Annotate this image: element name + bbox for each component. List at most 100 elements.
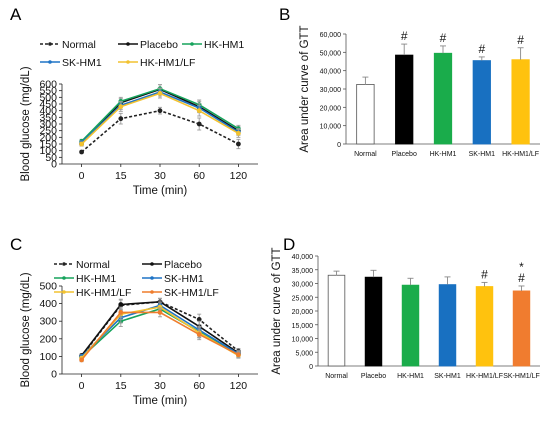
legend-marker bbox=[126, 60, 130, 64]
data-point bbox=[236, 130, 241, 136]
y-axis-title: Blood glucose (mg/dL) bbox=[20, 272, 32, 387]
x-tick-label: HK-HM1 bbox=[397, 373, 424, 380]
x-tick-label: 60 bbox=[193, 380, 205, 392]
x-tick-label: Placebo bbox=[392, 151, 417, 158]
legend-item: HK-HM1/LF bbox=[118, 57, 195, 69]
legend-label: HK-HM1/LF bbox=[76, 287, 131, 299]
panel-label-b: B bbox=[279, 5, 290, 24]
bar bbox=[395, 54, 414, 145]
y-tick-label: 500 bbox=[39, 281, 57, 293]
y-tick-label: 50 bbox=[45, 152, 57, 164]
significance-mark: # bbox=[517, 33, 524, 47]
panel-c-line-chart: 0 100 200 300 400 500 0 15 30 60 120 Time (min) Bloo… bbox=[20, 259, 258, 407]
legend-item: Placebo bbox=[118, 39, 178, 51]
series-normal bbox=[79, 106, 241, 155]
data-point bbox=[196, 121, 202, 127]
x-tick-label: SK-HM1 bbox=[469, 151, 496, 158]
bar-normal: Normal bbox=[325, 270, 348, 380]
data-point bbox=[196, 332, 202, 337]
y-tick-label: 0 bbox=[337, 142, 341, 149]
legend-item: HK-HM1/LF bbox=[54, 287, 131, 299]
bar-hk-hm1-lf: # HK-HM1/LF bbox=[466, 267, 503, 380]
x-tick-label: 15 bbox=[115, 380, 127, 392]
legend-item: Normal bbox=[54, 259, 110, 271]
legend-marker bbox=[190, 42, 194, 46]
y-tick-label: 50,000 bbox=[320, 50, 342, 57]
legend-marker bbox=[48, 42, 52, 46]
panel-label-a: A bbox=[10, 5, 22, 24]
x-tick-label: Normal bbox=[354, 151, 377, 158]
x-tick-label: 15 bbox=[115, 170, 127, 182]
y-tick-label: 30,000 bbox=[320, 87, 342, 94]
data-point bbox=[236, 141, 241, 147]
data-point bbox=[157, 310, 163, 315]
data-point bbox=[118, 302, 124, 307]
bar bbox=[356, 84, 375, 145]
x-tick-label: HK-HM1 bbox=[430, 151, 457, 158]
series-sk-hm1-lf bbox=[79, 306, 241, 363]
data-point bbox=[79, 149, 84, 155]
y-axis-title: Area under curve of GTT bbox=[299, 25, 311, 152]
legend-item: SK-HM1 bbox=[142, 273, 204, 285]
y-axis-title: Blood glucose (mg/dL) bbox=[20, 66, 32, 181]
bar bbox=[512, 290, 531, 367]
x-tick-label: 0 bbox=[79, 380, 85, 392]
bar-hk-hm1-lf: # HK-HM1/LF bbox=[502, 33, 539, 158]
bar bbox=[475, 286, 494, 367]
data-point bbox=[79, 357, 84, 363]
data-point bbox=[157, 90, 163, 96]
y-tick-label: 550 bbox=[39, 85, 57, 97]
y-tick-label: 450 bbox=[39, 99, 57, 111]
legend-item: HK-HM1 bbox=[54, 273, 116, 285]
x-tick-label: 120 bbox=[230, 170, 248, 182]
legend-item: HK-HM1 bbox=[182, 39, 244, 51]
x-tick-label: Placebo bbox=[361, 373, 386, 380]
y-tick-label: 10,000 bbox=[292, 337, 314, 344]
significance-mark: # bbox=[478, 42, 485, 56]
y-axis-title: Area under curve of GTT bbox=[271, 247, 283, 374]
legend-label: SK-HM1 bbox=[62, 57, 102, 69]
bar-hk-hm1: # HK-HM1 bbox=[430, 31, 457, 158]
significance-mark: # bbox=[518, 271, 525, 285]
y-tick-label: 250 bbox=[39, 125, 57, 137]
y-tick-label: 30,000 bbox=[292, 282, 314, 289]
y-tick-label: 100 bbox=[39, 145, 57, 157]
bar bbox=[511, 59, 530, 145]
bar-hk-hm1: HK-HM1 bbox=[397, 277, 424, 380]
data-point bbox=[118, 116, 124, 122]
legend-marker bbox=[62, 262, 66, 266]
x-tick-label: SK-HM1/LF bbox=[503, 373, 540, 380]
x-tick-label: 120 bbox=[230, 380, 248, 392]
significance-mark: # bbox=[401, 29, 408, 43]
data-point bbox=[196, 108, 202, 114]
legend-label: HK-HM1/LF bbox=[140, 57, 195, 69]
y-tick-label: 300 bbox=[39, 119, 57, 131]
data-point bbox=[236, 352, 241, 358]
y-tick-label: 600 bbox=[39, 79, 57, 91]
x-tick-label: Normal bbox=[325, 373, 348, 380]
x-axis-title: Time (min) bbox=[133, 395, 188, 407]
x-tick-label: HK-HM1/LF bbox=[466, 373, 503, 380]
x-tick-label: 0 bbox=[79, 170, 85, 182]
legend-label: Placebo bbox=[164, 259, 202, 271]
y-tick-label: 40,000 bbox=[292, 254, 314, 261]
legend-label: SK-HM1 bbox=[164, 273, 204, 285]
legend-marker bbox=[62, 290, 66, 294]
y-tick-label: 200 bbox=[39, 333, 57, 345]
x-tick-label: 30 bbox=[154, 170, 166, 182]
bar-placebo: # Placebo bbox=[392, 29, 417, 158]
panel-d-bar-chart: 0 5,000 10,000 15,000 20,000 25,000 30,000 35,0… bbox=[271, 247, 540, 380]
data-point bbox=[79, 141, 84, 147]
bar bbox=[364, 276, 383, 367]
y-tick-label: 350 bbox=[39, 112, 57, 124]
y-tick-label: 25,000 bbox=[292, 295, 314, 302]
y-tick-label: 0 bbox=[309, 364, 313, 371]
legend-label: HK-HM1 bbox=[204, 39, 244, 51]
y-tick-label: 10,000 bbox=[320, 124, 342, 131]
y-tick-label: 20,000 bbox=[320, 105, 342, 112]
legend-label: Normal bbox=[76, 259, 110, 271]
y-tick-label: 200 bbox=[39, 132, 57, 144]
significance-mark: * bbox=[519, 260, 524, 274]
